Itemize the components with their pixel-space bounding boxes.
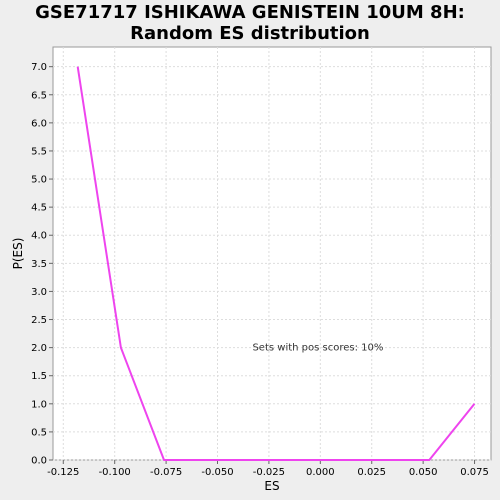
y-tick-label: 3.0 (31, 287, 47, 298)
annotation-text: Sets with pos scores: 10% (252, 342, 383, 353)
x-tick-label: 0.000 (306, 467, 335, 478)
y-axis: 0.0 0.5 1.0 1.5 2.0 2.5 3.0 3.5 4.0 4.5 5.0 5.5 6.0 6… (31, 62, 53, 467)
y-tick-label: 5.0 (31, 175, 47, 186)
plot-area (52, 46, 492, 461)
y-tick-label: 0.0 (31, 456, 47, 467)
y-tick-label: 1.5 (31, 371, 47, 382)
y-tick-label: 5.5 (31, 146, 47, 157)
grid-lines (53, 47, 491, 461)
y-tick-label: 3.5 (31, 259, 47, 270)
y-tick-label: 4.0 (31, 231, 47, 242)
y-tick-label: 6.5 (31, 90, 47, 101)
x-tick-label: 0.075 (460, 467, 489, 478)
series-line (76, 66, 476, 461)
y-tick-label: 2.0 (31, 343, 47, 354)
x-tick-label: -0.025 (253, 467, 285, 478)
series-group (76, 66, 476, 461)
chart-title: GSE71717 ISHIKAWA GENISTEIN 10UM 8H: Ran… (0, 2, 500, 44)
y-tick-label: 1.0 (31, 399, 47, 410)
x-tick-label: -0.125 (47, 467, 79, 478)
y-tick-label: 4.5 (31, 203, 47, 214)
x-axis-label: ES (264, 479, 279, 493)
x-tick-label: -0.075 (150, 467, 182, 478)
y-tick-label: 0.5 (31, 427, 47, 438)
x-tick-label: 0.050 (409, 467, 438, 478)
x-tick-label: -0.050 (201, 467, 233, 478)
chart-title-line-1: GSE71717 ISHIKAWA GENISTEIN 10UM 8H: (35, 2, 465, 23)
x-tick-label: -0.100 (99, 467, 131, 478)
y-tick-label: 7.0 (31, 62, 47, 73)
y-tick-label: 6.0 (31, 118, 47, 129)
x-axis: -0.125 -0.100 -0.075 -0.050 -0.025 0.000 0.025… (47, 460, 489, 478)
y-tick-label: 2.5 (31, 315, 47, 326)
x-tick-label: 0.025 (357, 467, 386, 478)
chart-title-line-2: Random ES distribution (130, 23, 370, 44)
y-axis-label: P(ES) (11, 238, 25, 270)
